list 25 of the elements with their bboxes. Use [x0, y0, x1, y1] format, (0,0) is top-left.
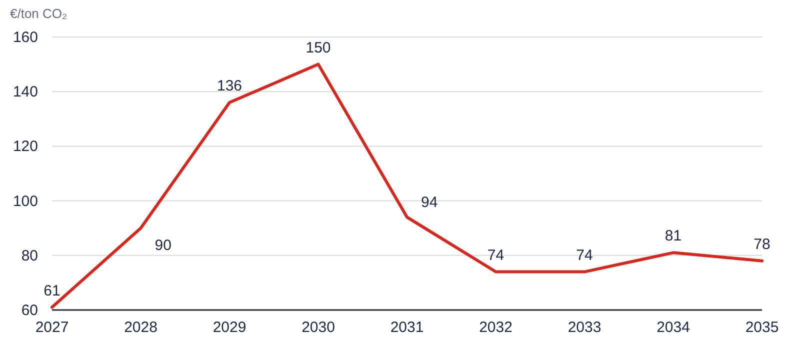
- data-label: 94: [421, 194, 438, 212]
- y-tick-label: 100: [12, 192, 38, 210]
- data-label: 74: [576, 246, 593, 264]
- x-tick-label: 2027: [35, 319, 69, 336]
- data-label: 74: [487, 246, 504, 264]
- y-axis-title: €/ton CO₂: [10, 6, 68, 21]
- data-label: 90: [154, 237, 172, 254]
- data-label: 136: [216, 78, 242, 95]
- data-label: 150: [306, 39, 331, 56]
- y-tick-label: 160: [12, 29, 38, 46]
- x-tick-label: 2034: [656, 319, 690, 336]
- x-tick-label: 2032: [479, 319, 512, 336]
- y-tick-label: 60: [21, 302, 38, 319]
- x-tick-label: 2028: [124, 319, 158, 336]
- x-tick-label: 2033: [568, 319, 602, 336]
- y-tick-label: 120: [12, 138, 38, 156]
- y-tick-label: 80: [21, 247, 38, 264]
- x-tick-label: 2031: [390, 319, 424, 336]
- x-tick-label: 2029: [212, 319, 246, 336]
- x-tick-label: 2030: [302, 319, 335, 336]
- x-tick-label: 2035: [745, 319, 779, 336]
- y-tick-label: 140: [12, 84, 38, 101]
- data-label: 78: [754, 236, 770, 253]
- data-label: 61: [44, 282, 60, 300]
- data-label: 81: [664, 228, 682, 245]
